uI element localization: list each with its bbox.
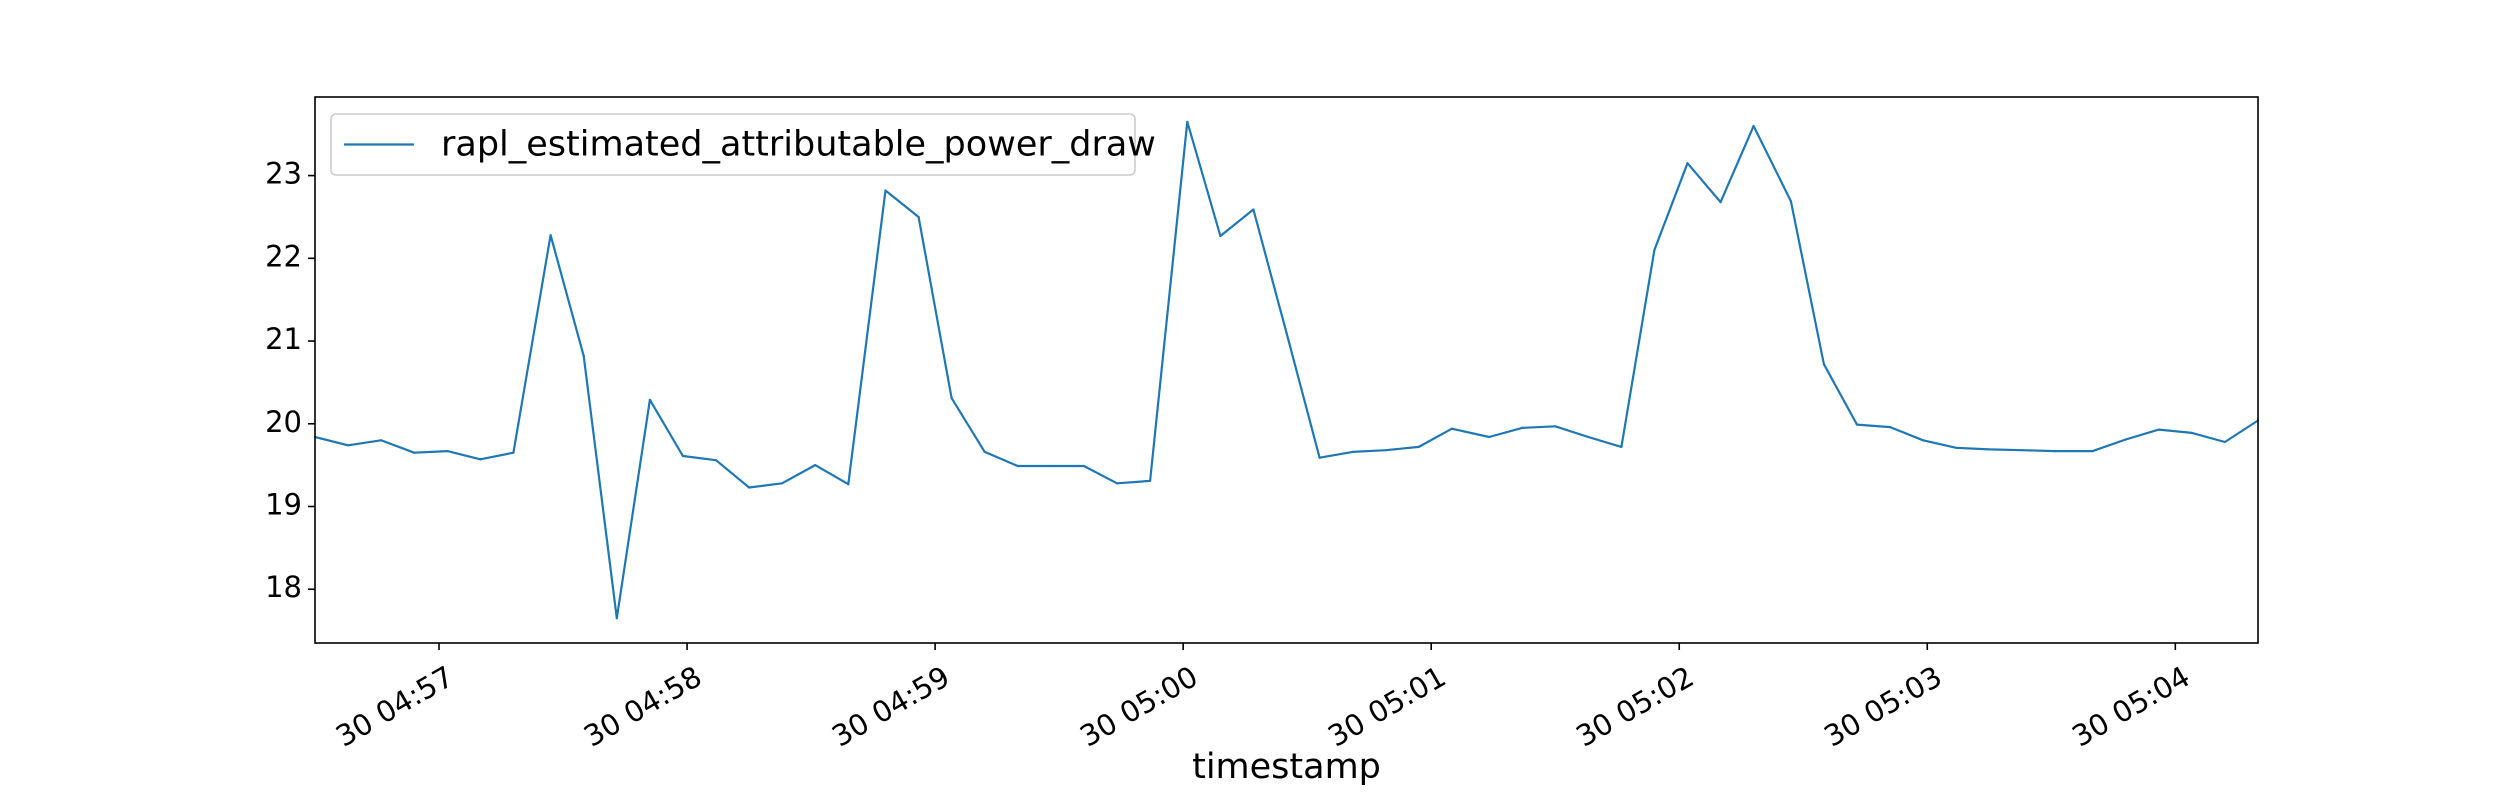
data-point <box>549 234 552 237</box>
y-tick-label: 19 <box>265 488 302 522</box>
plot-frame <box>314 96 2259 644</box>
data-point <box>1587 435 1590 439</box>
y-tick-label: 23 <box>265 157 302 191</box>
x-tick-label: 30 05:02 <box>1570 659 1699 753</box>
x-tick-label: 30 05:04 <box>2066 659 2195 753</box>
data-point <box>1115 482 1119 485</box>
data-point <box>1049 464 1052 468</box>
data-point <box>512 451 515 454</box>
data-point <box>1351 450 1354 453</box>
data-point <box>347 444 350 447</box>
data-point <box>1955 446 1958 449</box>
data-point <box>1450 427 1453 430</box>
data-point <box>1855 423 1859 426</box>
data-point <box>1082 464 1085 468</box>
x-tick-label: 30 04:58 <box>578 659 707 753</box>
data-point <box>1554 425 1557 428</box>
data-point <box>781 482 784 485</box>
y-tick-label: 20 <box>265 405 302 439</box>
data-point <box>1149 479 1152 482</box>
data-point <box>681 454 685 458</box>
x-tick-label: 30 05:01 <box>1322 659 1451 753</box>
legend: rapl_estimated_attributable_power_draw <box>330 113 1156 176</box>
data-point <box>1384 449 1387 452</box>
data-point <box>1620 445 1623 448</box>
data-point <box>1822 363 1825 366</box>
data-point <box>413 451 416 454</box>
data-point <box>1752 124 1755 128</box>
data-point <box>1789 200 1792 203</box>
data-point <box>1922 439 1925 442</box>
data-point <box>1285 331 1288 334</box>
data-point <box>380 439 383 442</box>
data-point <box>748 486 751 489</box>
data-point <box>2021 449 2024 452</box>
x-tick-label: 30 04:57 <box>330 659 459 753</box>
data-point <box>814 464 817 467</box>
y-tick-label: 21 <box>265 322 302 356</box>
data-point <box>2157 428 2160 431</box>
data-point <box>2223 440 2226 444</box>
data-point <box>884 189 887 192</box>
data-point <box>1219 234 1222 238</box>
data-point <box>2091 450 2094 453</box>
data-point <box>983 450 986 453</box>
data-point <box>446 450 449 453</box>
data-point <box>1521 426 1524 429</box>
data-point <box>1417 445 1420 448</box>
data-point <box>648 398 652 401</box>
data-point <box>2124 438 2127 441</box>
y-tick-label: 22 <box>265 239 302 273</box>
data-point <box>1186 120 1189 123</box>
data-point <box>1719 201 1722 204</box>
legend-box <box>330 113 1136 176</box>
series-line <box>314 120 2259 620</box>
data-point <box>1988 448 1991 451</box>
data-point <box>950 397 953 400</box>
data-point <box>479 458 482 461</box>
legend-label: rapl_estimated_attributable_power_draw <box>441 125 1156 165</box>
data-point <box>1016 464 1019 468</box>
y-tick-label: 18 <box>265 570 302 604</box>
x-tick-label: 30 05:00 <box>1074 659 1203 753</box>
data-point <box>1252 208 1255 211</box>
x-tick-label: 30 04:59 <box>826 659 955 753</box>
data-point <box>1686 162 1689 165</box>
data-point <box>1488 435 1491 439</box>
data-point <box>1653 248 1656 252</box>
data-point <box>615 617 618 620</box>
data-point <box>582 354 585 357</box>
data-point <box>1889 426 1892 429</box>
data-point <box>1318 456 1321 459</box>
series-layer <box>313 120 2260 620</box>
x-axis-label: timestamp <box>1192 747 1381 787</box>
data-point <box>917 215 920 219</box>
x-tick-label: 30 05:03 <box>1818 659 1947 753</box>
data-point <box>2054 450 2057 453</box>
data-point <box>847 483 850 486</box>
data-point <box>2190 431 2193 434</box>
data-point <box>714 459 718 462</box>
